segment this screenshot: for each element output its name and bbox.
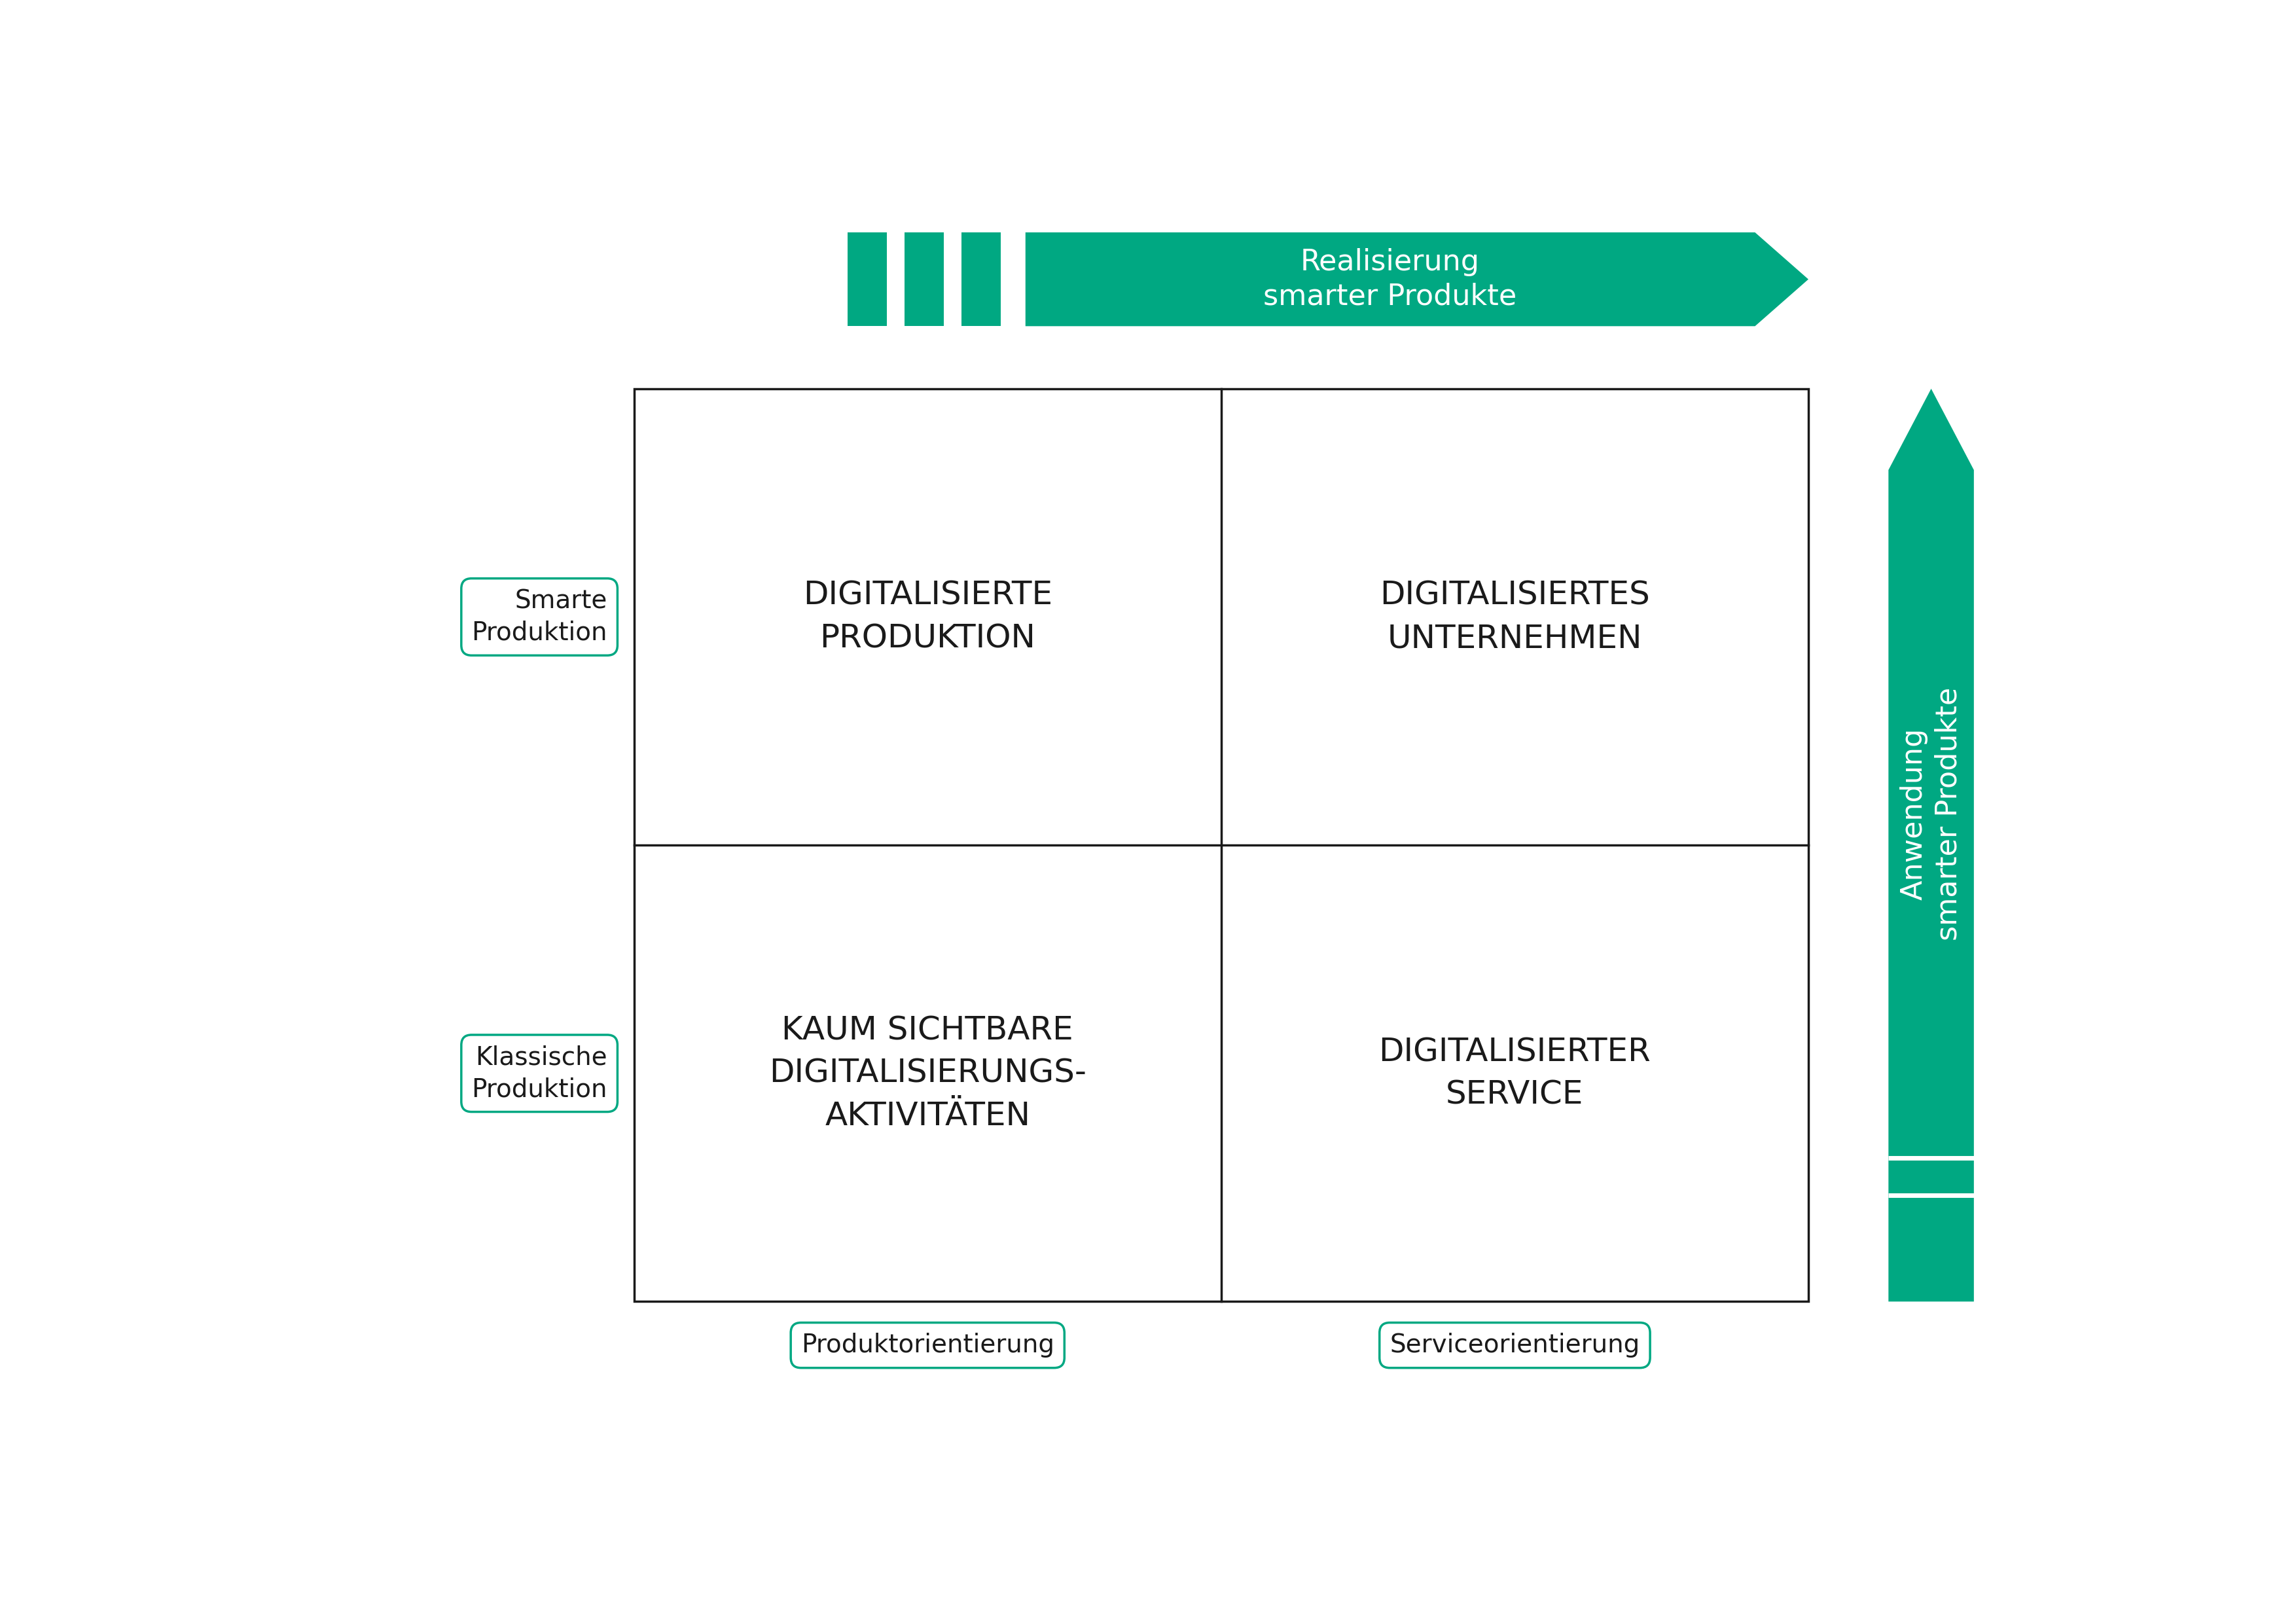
Text: Serviceorientierung: Serviceorientierung — [1389, 1333, 1639, 1358]
Polygon shape — [847, 232, 886, 326]
Text: Klassische
Produktion: Klassische Produktion — [471, 1044, 606, 1101]
Polygon shape — [1026, 232, 1809, 326]
Text: Realisierung
smarter Produkte: Realisierung smarter Produkte — [1263, 248, 1518, 310]
Text: DIGITALISIERTE
PRODUKTION: DIGITALISIERTE PRODUKTION — [804, 580, 1052, 654]
Polygon shape — [962, 232, 1001, 326]
Text: KAUM SICHTBARE
DIGITALISIERUNGS-
AKTIVITÄTEN: KAUM SICHTBARE DIGITALISIERUNGS- AKTIVIT… — [769, 1015, 1086, 1132]
Polygon shape — [1890, 388, 1975, 1301]
Text: DIGITALISIERTER
SERVICE: DIGITALISIERTER SERVICE — [1378, 1036, 1651, 1111]
Text: Smarte
Produktion: Smarte Produktion — [471, 588, 606, 645]
Text: Produktorientierung: Produktorientierung — [801, 1333, 1054, 1358]
Bar — [634, 388, 1809, 1301]
Text: Anwendung
smarter Produkte: Anwendung smarter Produkte — [1899, 687, 1963, 940]
Text: DIGITALISIERTES
UNTERNEHMEN: DIGITALISIERTES UNTERNEHMEN — [1380, 580, 1651, 654]
Polygon shape — [905, 232, 944, 326]
